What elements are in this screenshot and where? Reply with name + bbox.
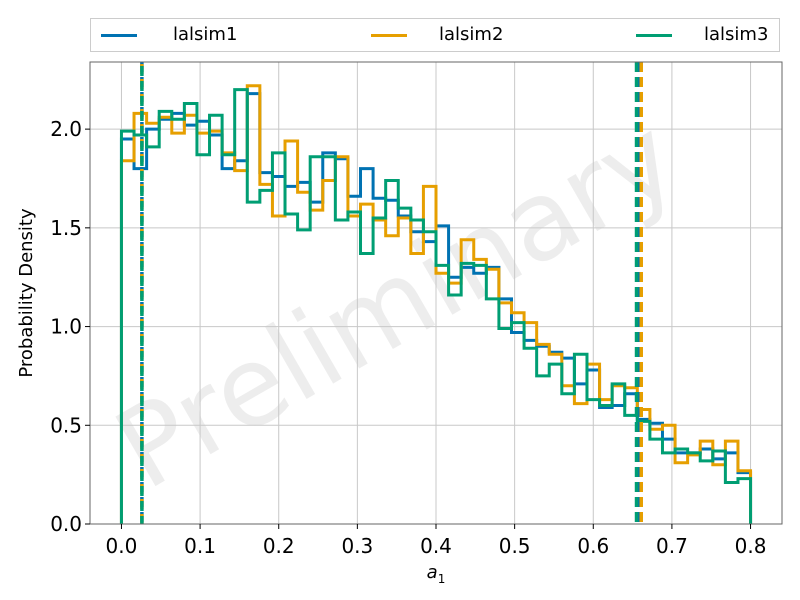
series-layer (119, 84, 753, 524)
x-tick-label: 0.0 (106, 534, 138, 558)
legend-swatch-lalsim1 (101, 34, 137, 37)
x-tick-label: 0.7 (656, 534, 688, 558)
legend-label-lalsim1: lalsim1 (173, 24, 238, 45)
legend-swatch-lalsim3 (636, 34, 672, 37)
x-axis-label: a1 (427, 562, 446, 586)
legend: lalsim1 lalsim2 lalsim3 (90, 18, 780, 52)
x-tick-label: 0.6 (577, 534, 609, 558)
x-tick-label: 0.5 (499, 534, 531, 558)
x-axis-label-subscript: 1 (438, 572, 446, 586)
y-tick-label: 0.5 (50, 413, 82, 437)
legend-swatch-lalsim2 (371, 34, 407, 37)
watermark-text: Preliminary (95, 93, 697, 514)
x-axis-label-main: a (427, 562, 438, 583)
histogram-series-lalsim3 (119, 88, 753, 524)
y-axis-ticks: 0.0 0.5 1.0 1.5 2.0 (50, 117, 90, 536)
threshold-lines (140, 62, 643, 524)
y-tick-label: 1.0 (50, 315, 82, 339)
legend-label-lalsim3: lalsim3 (704, 24, 769, 45)
y-axis-label: Probability Density (16, 208, 37, 378)
x-tick-label: 0.1 (184, 534, 216, 558)
x-axis-ticks: 0.0 0.1 0.2 0.3 0.4 0.5 0.6 0.7 0.8 (106, 524, 767, 558)
x-tick-label: 0.2 (263, 534, 295, 558)
y-tick-label: 1.5 (50, 216, 82, 240)
x-tick-label: 0.3 (341, 534, 373, 558)
y-tick-label: 2.0 (50, 117, 82, 141)
x-tick-label: 0.8 (735, 534, 767, 558)
legend-label-lalsim2: lalsim2 (439, 24, 504, 45)
x-tick-label: 0.4 (420, 534, 452, 558)
y-tick-label: 0.0 (50, 512, 82, 536)
